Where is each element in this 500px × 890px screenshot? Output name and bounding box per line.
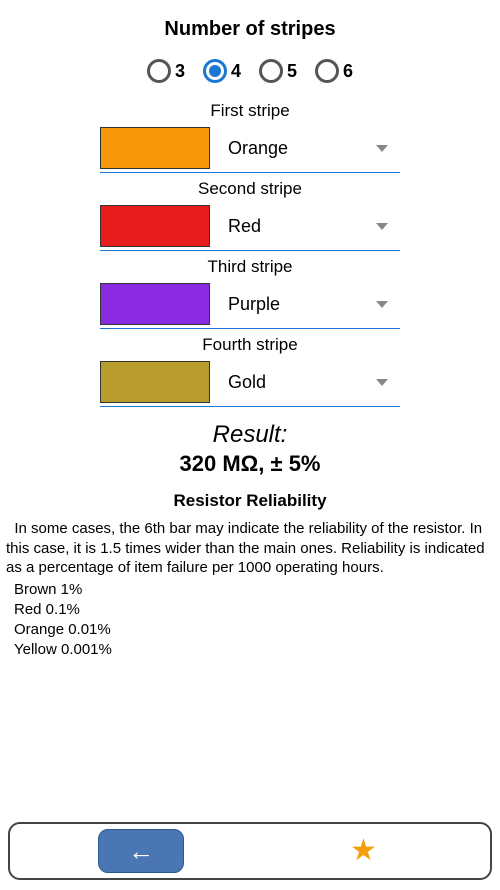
reliability-paragraph: In some cases, the 6th bar may indicate … — [0, 519, 500, 578]
reliability-list: Brown 1%Red 0.1%Orange 0.01%Yellow 0.001… — [0, 580, 500, 661]
back-button[interactable]: ← — [98, 829, 184, 873]
arrow-left-icon: ← — [128, 838, 154, 864]
reliability-line: Yellow 0.001% — [14, 640, 494, 660]
radio-label: 6 — [343, 61, 353, 82]
stripe-title: Fourth stripe — [100, 335, 400, 355]
chevron-down-icon — [376, 379, 388, 386]
stripe-color-dropdown-3[interactable]: Purple — [210, 283, 400, 325]
color-swatch — [100, 361, 210, 403]
dropdown-label: Gold — [228, 372, 266, 393]
stripe-count-radio-3[interactable]: 3 — [147, 59, 185, 83]
reliability-title: Resistor Reliability — [0, 491, 500, 511]
stripe-title: Second stripe — [100, 179, 400, 199]
result-value: 320 MΩ, ± 5% — [0, 451, 500, 477]
reliability-line: Brown 1% — [14, 580, 494, 600]
stripe-row: Orange — [100, 127, 400, 173]
stripe-color-dropdown-4[interactable]: Gold — [210, 361, 400, 403]
radio-circle-icon — [147, 59, 171, 83]
chevron-down-icon — [376, 145, 388, 152]
stripe-count-radio-4[interactable]: 4 — [203, 59, 241, 83]
reliability-line: Orange 0.01% — [14, 620, 494, 640]
stripe-count-radio-6[interactable]: 6 — [315, 59, 353, 83]
stripe-count-radio-group: 3 4 5 6 — [0, 59, 500, 83]
radio-label: 4 — [231, 61, 241, 82]
stripe-row: Red — [100, 205, 400, 251]
radio-dot-icon — [209, 65, 221, 77]
color-swatch — [100, 205, 210, 247]
radio-circle-icon — [315, 59, 339, 83]
chevron-down-icon — [376, 301, 388, 308]
stripe-section-1: First stripe Orange — [100, 101, 400, 173]
stripe-row: Purple — [100, 283, 400, 329]
page-title: Number of stripes — [0, 18, 500, 41]
result-label: Result: — [0, 421, 500, 449]
dropdown-label: Orange — [228, 138, 288, 159]
content-area: Number of stripes 3 4 5 6 First stripe Orang… — [0, 0, 500, 822]
stripe-count-radio-5[interactable]: 5 — [259, 59, 297, 83]
color-swatch — [100, 127, 210, 169]
color-swatch — [100, 283, 210, 325]
stripe-section-4: Fourth stripe Gold — [100, 335, 400, 407]
radio-circle-icon — [203, 59, 227, 83]
radio-label: 3 — [175, 61, 185, 82]
stripe-title: First stripe — [100, 101, 400, 121]
stripe-section-2: Second stripe Red — [100, 179, 400, 251]
stripe-row: Gold — [100, 361, 400, 407]
bottom-bar: ← ★ — [8, 822, 492, 880]
stripe-title: Third stripe — [100, 257, 400, 277]
stripe-color-dropdown-2[interactable]: Red — [210, 205, 400, 247]
radio-circle-icon — [259, 59, 283, 83]
dropdown-label: Red — [228, 216, 261, 237]
reliability-line: Red 0.1% — [14, 600, 494, 620]
stripe-section-3: Third stripe Purple — [100, 257, 400, 329]
app-root: Number of stripes 3 4 5 6 First stripe Orang… — [0, 0, 500, 890]
star-icon: ★ — [350, 834, 377, 867]
favorite-button[interactable]: ★ — [350, 836, 377, 866]
dropdown-label: Purple — [228, 294, 280, 315]
radio-label: 5 — [287, 61, 297, 82]
chevron-down-icon — [376, 223, 388, 230]
stripe-color-dropdown-1[interactable]: Orange — [210, 127, 400, 169]
stripes-host: First stripe Orange Second stripe Red Third … — [0, 101, 500, 407]
